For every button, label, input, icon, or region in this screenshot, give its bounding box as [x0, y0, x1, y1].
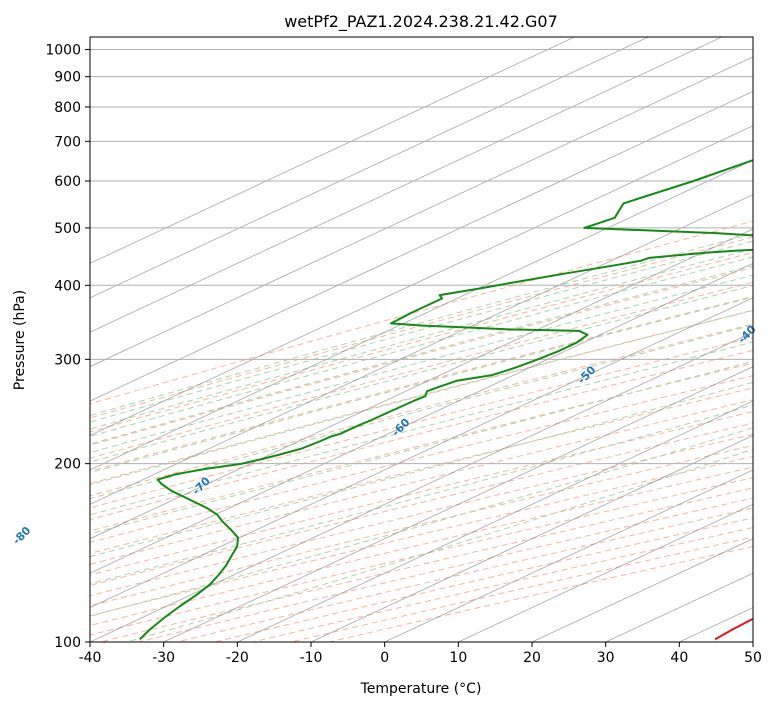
moist-adiabat [90, 427, 753, 617]
moist-adiabat [90, 240, 753, 423]
isotherm-line [90, 56, 753, 368]
isopleth-labels: -100-90-80-70-60-50-40-30-20-10010203040… [10, 323, 759, 548]
y-tick-label: 100 [54, 635, 81, 651]
profiles [139, 159, 753, 641]
isotherm-line [310, 435, 753, 642]
dewpoint-profile-line [139, 159, 753, 641]
dry-adiabat [90, 455, 753, 617]
x-tick-label: 20 [523, 650, 541, 666]
dry-adiabat [90, 411, 753, 576]
dry-adiabat [90, 220, 753, 405]
x-tick-label: -10 [300, 650, 323, 666]
isotherm-line [90, 37, 576, 264]
dry-adiabat [90, 281, 753, 459]
dry-adiabat [90, 387, 753, 554]
y-tick-label: 200 [54, 457, 81, 473]
isotherm-label: -80 [10, 524, 33, 547]
dry-adiabat [90, 466, 753, 626]
moist-adiabat [90, 265, 753, 445]
moist-adiabat [90, 296, 753, 474]
plot-frame [89, 36, 754, 643]
moist-adiabat [90, 284, 753, 463]
isotherm-line [90, 90, 753, 402]
isotherm-line [90, 297, 753, 609]
isotherm-line [90, 125, 753, 436]
y-tick-label: 900 [54, 70, 81, 86]
moist-adiabat [90, 324, 753, 500]
dry-adiabat [90, 422, 753, 586]
dry-adiabat [90, 309, 753, 485]
x-tick-label: 0 [380, 650, 389, 666]
dry-adiabat [90, 433, 753, 597]
isotherm-line [383, 469, 753, 642]
dry-adiabat [174, 507, 753, 642]
isotherm-line [531, 538, 753, 642]
dry-adiabat [90, 362, 753, 532]
dry-adiabat [90, 375, 753, 543]
y-tick-label: 400 [54, 278, 81, 294]
moist-adiabat [90, 256, 753, 437]
isotherm-line [236, 400, 753, 642]
moist-adiabat [90, 381, 753, 558]
y-tick-label: 500 [54, 221, 81, 237]
x-tick-label: -40 [79, 650, 102, 666]
dry-adiabat [98, 487, 753, 642]
isotherm-label: -70 [190, 474, 213, 497]
moist-adiabat [90, 233, 753, 417]
x-tick-label: 50 [744, 650, 762, 666]
temperature-profile-line [714, 617, 753, 641]
x-tick-label: 40 [670, 650, 688, 666]
isotherm-line [90, 37, 650, 299]
moist-adiabat [90, 341, 753, 516]
dry-adiabat [90, 349, 753, 521]
isotherm-line [752, 641, 753, 642]
x-tick-label: -30 [152, 650, 175, 666]
x-tick-label: 30 [597, 650, 615, 666]
isotherm-line [90, 262, 753, 574]
axes: -40 -30 -20 -10 0 10 20 30 40 50 100 200 300 400 500 60… [45, 43, 762, 666]
isotherm-line [90, 159, 753, 471]
moist-adiabat [90, 404, 753, 585]
isotherm-line [90, 37, 723, 333]
y-tick-label: 300 [54, 352, 81, 368]
dry-adiabat [90, 399, 753, 565]
isotherm-line [90, 194, 753, 505]
dry-adiabat [90, 336, 753, 509]
y-tick-label: 1000 [45, 43, 81, 59]
dry-adiabat [90, 444, 753, 607]
isotherm-label: -40 [735, 323, 758, 346]
x-axis-label: Temperature (°C) [360, 681, 482, 697]
dry-adiabat [90, 323, 753, 497]
y-tick-label: 800 [54, 100, 81, 116]
chart-title: wetPf2_PAZ1.2024.238.21.42.G07 [284, 12, 558, 32]
dry-adiabat [90, 236, 753, 419]
x-tick-label: 10 [449, 650, 467, 666]
y-axis-label: Pressure (hPa) [12, 290, 28, 390]
isotherm-line [90, 228, 753, 540]
moist-adiabat [90, 360, 753, 535]
moist-adiabat [90, 309, 753, 486]
dry-adiabat [90, 295, 753, 472]
dry-adiabat [90, 252, 753, 433]
isotherm-label: -60 [389, 415, 412, 438]
isotherm-line [457, 503, 753, 642]
dry-adiabat [90, 267, 753, 446]
x-tick-label: -20 [226, 650, 249, 666]
y-tick-label: 700 [54, 134, 81, 150]
background-lines [90, 37, 753, 642]
isotherm-line [90, 331, 753, 642]
isotherm-line [162, 366, 753, 642]
y-tick-label: 600 [54, 174, 81, 190]
